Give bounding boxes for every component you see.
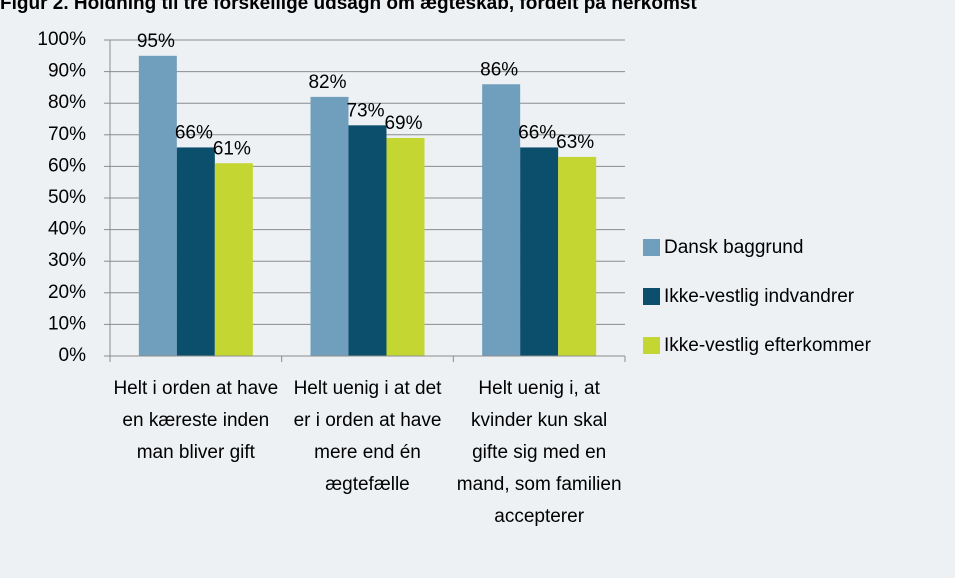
data-label: 66% xyxy=(518,122,556,143)
x-tick-label: Helt uenig i at det er i orden at have mer… xyxy=(294,378,443,495)
bar xyxy=(138,55,177,357)
data-label: 63% xyxy=(556,132,594,153)
legend-swatch xyxy=(643,239,660,256)
bar xyxy=(310,96,349,356)
data-label: 69% xyxy=(384,113,422,134)
legend-label: Ikke-vestlig efterkommer xyxy=(664,335,872,356)
data-label: 82% xyxy=(308,72,346,93)
legend-label: Ikke-vestlig indvandrer xyxy=(664,286,855,307)
y-tick-label: 90% xyxy=(48,61,86,82)
bar xyxy=(386,137,425,356)
x-tick-label: Helt i orden at have en kæreste inden man … xyxy=(113,378,278,463)
bar xyxy=(482,84,521,357)
data-label: 73% xyxy=(346,100,384,121)
legend-swatch xyxy=(643,288,660,305)
y-tick-label: 80% xyxy=(48,92,86,113)
legend-swatch xyxy=(643,337,660,354)
chart-title: Figur 2. Holdning til tre forskellige ud… xyxy=(0,0,697,14)
data-label: 61% xyxy=(213,138,251,159)
bar xyxy=(348,125,387,356)
legend-label: Dansk baggrund xyxy=(664,237,803,258)
y-tick-label: 50% xyxy=(48,187,86,208)
y-tick-label: 70% xyxy=(48,124,86,145)
bar xyxy=(176,147,215,356)
data-label: 66% xyxy=(175,122,213,143)
y-tick-label: 30% xyxy=(48,250,86,271)
data-label: 95% xyxy=(137,31,175,52)
y-tick-label: 0% xyxy=(59,345,87,366)
y-tick-label: 40% xyxy=(48,219,86,240)
y-tick-label: 10% xyxy=(48,313,86,334)
bar xyxy=(520,147,559,356)
y-tick-label: 20% xyxy=(48,282,86,303)
data-label: 86% xyxy=(480,59,518,80)
bar xyxy=(558,156,597,356)
x-tick-label: Helt uenig i, at kvinder kun skal gifte si… xyxy=(457,378,622,527)
y-tick-label: 100% xyxy=(37,29,86,50)
bar xyxy=(214,163,253,356)
y-tick-label: 60% xyxy=(48,155,86,176)
